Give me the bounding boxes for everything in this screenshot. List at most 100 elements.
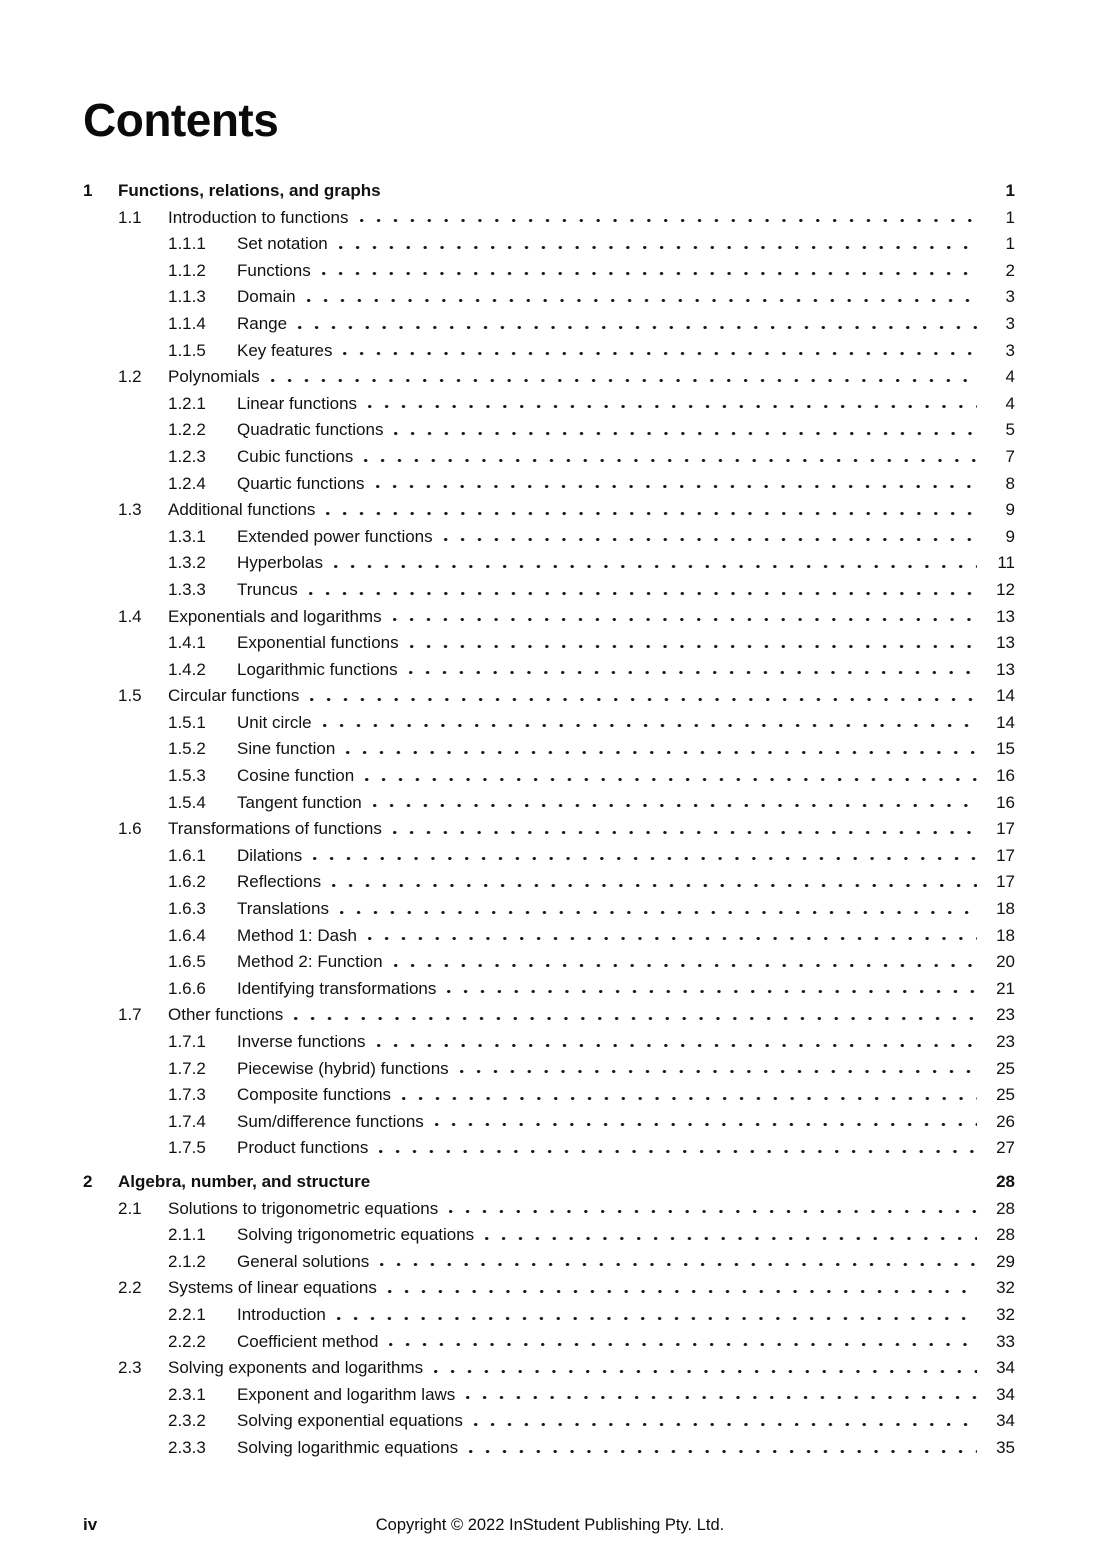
entry-title: Product functions xyxy=(237,1138,369,1158)
toc-entry-subsection: 1.1.4 Range 3 xyxy=(83,311,1015,338)
entry-title: Extended power functions xyxy=(237,526,433,546)
toc-entry-subsection: 1.4.2 Logarithmic functions 13 xyxy=(83,657,1015,684)
entry-title: Additional functions xyxy=(168,500,316,520)
entry-title: Key features xyxy=(237,340,333,360)
dot-leader xyxy=(339,352,977,356)
dot-leader xyxy=(481,1236,977,1241)
entry-number: 1.7.2 xyxy=(168,1058,206,1078)
toc-entry-subsection: 1.6.1 Dilations 17 xyxy=(83,843,1015,870)
entry-page-number: 7 xyxy=(1005,446,1015,466)
entry-number: 2.3.3 xyxy=(168,1437,206,1457)
entry-number: 1.6.4 xyxy=(168,925,206,945)
entry-title: Solving exponents and logarithms xyxy=(168,1358,424,1378)
entry-number: 2.3 xyxy=(118,1358,142,1378)
entry-page-number: 29 xyxy=(996,1251,1015,1271)
entry-page-number: 16 xyxy=(996,792,1015,812)
entry-number: 1.5.3 xyxy=(168,766,206,786)
entry-page-number: 15 xyxy=(996,739,1015,759)
dot-leader xyxy=(443,990,977,994)
toc-entry-subsection: 2.1.2 General solutions 29 xyxy=(83,1249,1015,1276)
toc-entry-section: 1.5 Circular functions 14 xyxy=(83,683,1015,710)
entry-number: 1.2.1 xyxy=(168,393,206,413)
entry-page-number: 1 xyxy=(1005,181,1015,200)
entry-number: 1.3.2 xyxy=(168,553,206,573)
dot-leader xyxy=(383,1289,977,1294)
entry-page-number: 17 xyxy=(996,819,1015,839)
toc-entry-section: 2.2 Systems of linear equations 32 xyxy=(83,1275,1015,1302)
toc-entry-subsection: 1.2.4 Quartic functions 8 xyxy=(83,471,1015,498)
entry-number: 1.6.3 xyxy=(168,899,206,919)
entry-title: Solving trigonometric equations xyxy=(237,1225,475,1245)
entry-page-number: 14 xyxy=(996,712,1015,732)
entry-title: Logarithmic functions xyxy=(237,659,398,679)
toc-entry-section: 1.7 Other functions 23 xyxy=(83,1002,1015,1029)
toc-entry-subsection: 1.6.5 Method 2: Function 20 xyxy=(83,949,1015,976)
entry-page-number: 34 xyxy=(996,1384,1015,1404)
toc-entry-section: 1.6 Transformations of functions 17 xyxy=(83,816,1015,843)
toc-entry-subsection: 2.3.3 Solving logarithmic equations 35 xyxy=(83,1435,1015,1462)
toc-entry-section: 2.1 Solutions to trigonometric equations 2… xyxy=(83,1196,1015,1223)
entry-page-number: 1 xyxy=(1005,207,1015,227)
entry-title: Method 1: Dash xyxy=(237,925,358,945)
entry-title: Piecewise (hybrid) functions xyxy=(237,1058,449,1078)
entry-title: Quadratic functions xyxy=(237,420,384,440)
entry-title: Solutions to trigonometric equations xyxy=(168,1198,439,1218)
entry-number: 2.1.2 xyxy=(168,1251,206,1271)
entry-number: 1.1 xyxy=(118,207,142,227)
dot-leader xyxy=(389,963,977,968)
dot-leader xyxy=(455,1070,977,1074)
entry-number: 2.2.2 xyxy=(168,1331,206,1351)
entry-number: 1.2.2 xyxy=(168,420,206,440)
dot-leader xyxy=(294,325,977,329)
dot-leader xyxy=(388,618,977,622)
entry-title: Functions, relations, and graphs xyxy=(118,181,381,200)
entry-title: Introduction xyxy=(237,1304,326,1324)
entry-number: 2.2 xyxy=(118,1278,142,1298)
entry-number: 1.6.6 xyxy=(168,978,206,998)
entry-title: Functions xyxy=(237,260,311,280)
toc-entry-chapter: 2 Algebra, number, and structure 28 xyxy=(83,1169,1015,1196)
toc-entry-subsection: 1.1.2 Functions 2 xyxy=(83,258,1015,285)
entry-number: 1.2.3 xyxy=(168,446,206,466)
toc-entry-section: 2.3 Solving exponents and logarithms 34 xyxy=(83,1355,1015,1382)
entry-page-number: 13 xyxy=(996,633,1015,653)
toc-entry-section: 1.2 Polynomials 4 xyxy=(83,364,1015,391)
entry-page-number: 32 xyxy=(996,1304,1015,1324)
dot-leader xyxy=(364,937,977,941)
toc-entry-subsection: 1.7.2 Piecewise (hybrid) functions 25 xyxy=(83,1056,1015,1083)
entry-number: 2 xyxy=(83,1171,93,1191)
entry-page-number: 1 xyxy=(1005,234,1015,254)
toc-entry-subsection: 2.3.2 Solving exponential equations 34 xyxy=(83,1408,1015,1435)
toc-entry-subsection: 1.2.2 Quadratic functions 5 xyxy=(83,417,1015,444)
dot-leader xyxy=(342,751,977,755)
entry-number: 1.4.1 xyxy=(168,633,206,653)
dot-leader xyxy=(377,1184,977,1187)
toc-entry-subsection: 1.6.3 Translations 18 xyxy=(83,896,1015,923)
entry-page-number: 34 xyxy=(996,1358,1015,1378)
dot-leader xyxy=(385,1343,977,1347)
dot-leader xyxy=(462,1396,977,1400)
toc-entry-chapter: 1 Functions, relations, and graphs 1 xyxy=(83,178,1015,205)
dot-leader xyxy=(304,591,977,595)
entry-page-number: 3 xyxy=(1005,313,1015,333)
dot-leader xyxy=(309,857,977,861)
entry-number: 1.5.4 xyxy=(168,792,206,812)
entry-title: Exponentials and logarithms xyxy=(168,606,382,626)
footer-page-number: iv xyxy=(83,1515,98,1534)
entry-title: Sine function xyxy=(237,739,336,759)
toc-entry-subsection: 1.5.3 Cosine function 16 xyxy=(83,763,1015,790)
entry-number: 1.6.2 xyxy=(168,872,206,892)
entry-page-number: 28 xyxy=(996,1171,1015,1191)
toc-entry-subsection: 1.5.1 Unit circle 14 xyxy=(83,710,1015,737)
entry-number: 2.2.1 xyxy=(168,1304,206,1324)
entry-title: Dilations xyxy=(237,845,303,865)
toc-entry-section: 1.1 Introduction to functions 1 xyxy=(83,205,1015,232)
entry-number: 2.3.2 xyxy=(168,1411,206,1431)
toc-entry-subsection: 1.7.3 Composite functions 25 xyxy=(83,1082,1015,1109)
dot-leader xyxy=(430,1123,977,1127)
entry-page-number: 9 xyxy=(1005,526,1015,546)
dot-leader xyxy=(317,272,977,276)
entry-number: 1.1.3 xyxy=(168,287,206,307)
entry-number: 1.7.4 xyxy=(168,1111,206,1131)
toc-entry-subsection: 1.6.4 Method 1: Dash 18 xyxy=(83,923,1015,950)
